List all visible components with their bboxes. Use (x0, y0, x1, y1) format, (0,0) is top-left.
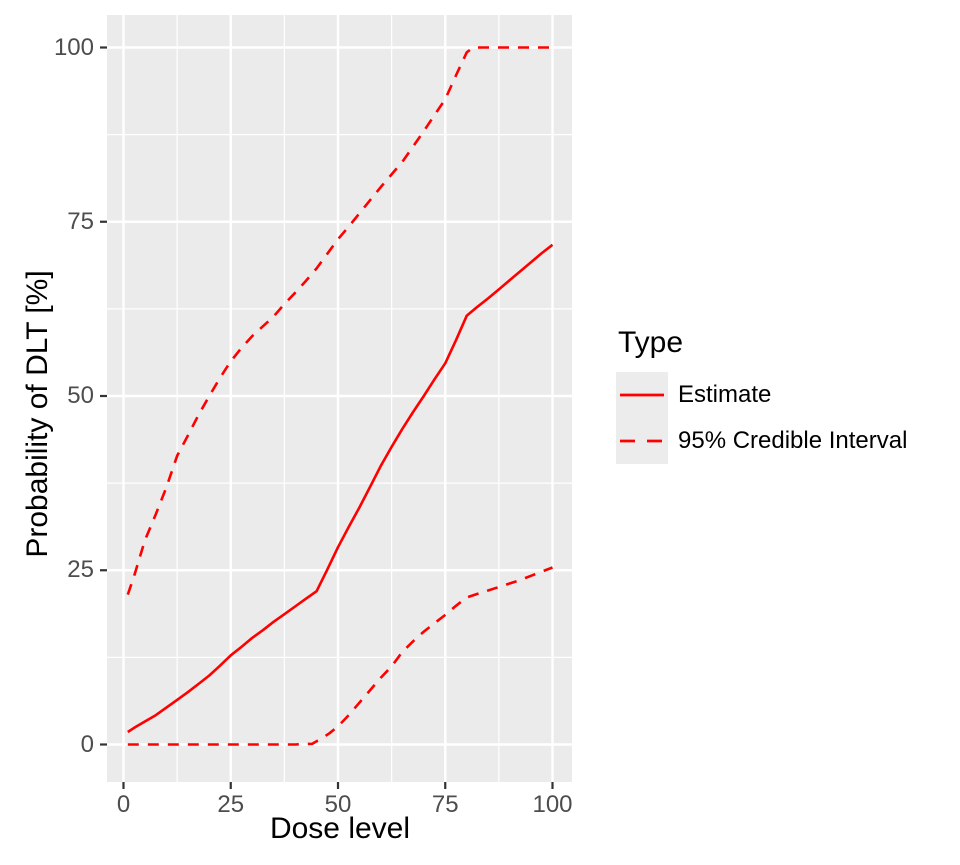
x-tick-label-50: 50 (324, 791, 352, 818)
y-tick-label-25: 25 (67, 556, 94, 584)
x-tick-label-75: 75 (431, 791, 459, 818)
y-tick-label-100: 100 (53, 33, 94, 61)
x-axis-title: Dose level (269, 812, 411, 845)
x-tick-label-100: 100 (532, 791, 573, 818)
x-tick-label-25: 25 (217, 791, 245, 818)
curve-ci-lower (127, 566, 553, 746)
curve-estimate (127, 243, 554, 734)
y-tick-label-50: 50 (67, 382, 94, 409)
x-tick-label-0: 0 (116, 791, 131, 818)
panel-background (107, 15, 572, 782)
y-tick-label-75: 75 (67, 207, 94, 235)
y-axis-title: Probability of DLT [%] (21, 270, 54, 558)
y-tick-label-0: 0 (80, 730, 94, 758)
